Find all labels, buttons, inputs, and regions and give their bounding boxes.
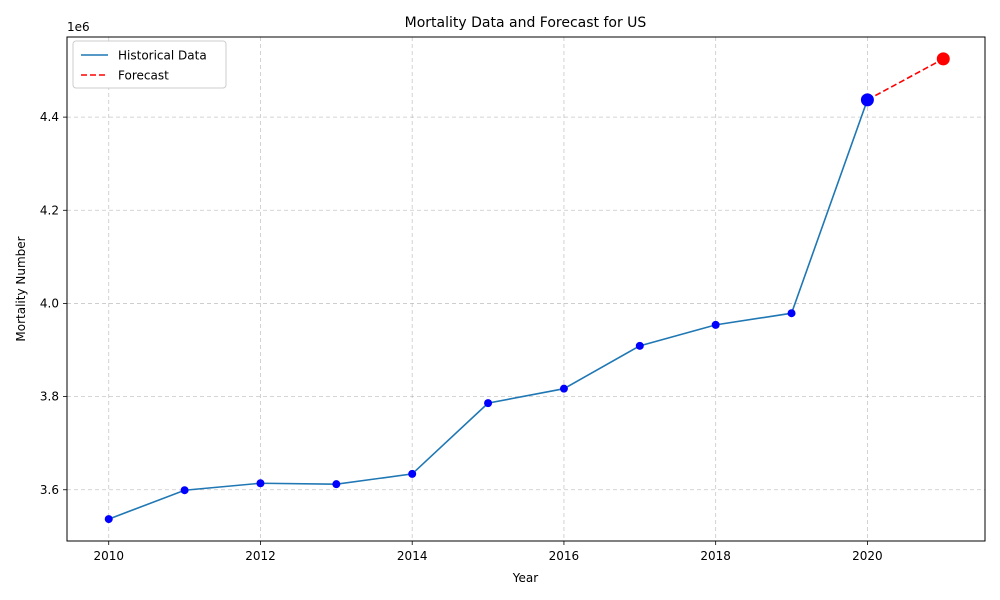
y-tick-label: 3.6 [40, 483, 59, 497]
historical-data-point [180, 486, 189, 495]
legend-box [72, 40, 227, 89]
historical-data-point [559, 384, 568, 393]
historical-data-point [787, 309, 796, 318]
historical-last-point [860, 93, 874, 107]
x-tick-label: 2012 [245, 549, 276, 563]
legend: Historical Data Forecast [72, 40, 227, 89]
y-axis-label: Mortality Number [14, 236, 28, 341]
legend-forecast-label: Forecast [118, 69, 169, 83]
x-tick-label: 2010 [93, 549, 124, 563]
forecast-line [867, 58, 944, 101]
chart-title: Mortality Data and Forecast for US [405, 15, 647, 31]
x-tick-label: 2020 [852, 549, 883, 563]
y-axis-ticks: 3.6 3.8 4.0 4.2 4.4 [40, 110, 67, 497]
series-layer [104, 52, 950, 524]
plot-frame [66, 36, 986, 542]
x-tick-label: 2014 [397, 549, 428, 563]
historical-data-point [484, 399, 493, 408]
grid [67, 37, 985, 541]
historical-data-point [635, 341, 644, 350]
forecast-point [936, 52, 950, 66]
x-axis-ticks: 2010 2012 2014 2016 2018 2020 [93, 541, 883, 563]
x-tick-label: 2016 [549, 549, 580, 563]
historical-data-point [256, 479, 265, 488]
y-offset-label: 1e6 [67, 20, 90, 34]
historical-data-point [332, 480, 341, 489]
y-tick-label: 4.2 [40, 203, 59, 217]
historical-data-point [408, 469, 417, 478]
x-axis-label: Year [512, 571, 538, 585]
historical-data-line [108, 99, 869, 520]
historical-data-point [711, 320, 720, 329]
y-tick-label: 3.8 [40, 390, 59, 404]
historical-data-point [104, 515, 113, 524]
y-tick-label: 4.0 [40, 296, 59, 310]
legend-historical-label: Historical Data [118, 49, 207, 63]
y-tick-label: 4.4 [40, 110, 59, 124]
x-tick-label: 2018 [700, 549, 731, 563]
